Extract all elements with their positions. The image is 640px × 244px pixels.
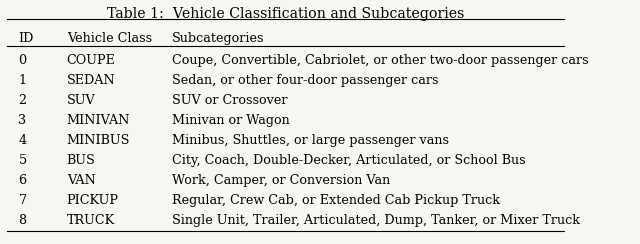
- Text: 1: 1: [19, 74, 26, 87]
- Text: Vehicle Class: Vehicle Class: [67, 32, 152, 45]
- Text: 7: 7: [19, 194, 26, 207]
- Text: Single Unit, Trailer, Articulated, Dump, Tanker, or Mixer Truck: Single Unit, Trailer, Articulated, Dump,…: [172, 214, 580, 227]
- Text: Sedan, or other four-door passenger cars: Sedan, or other four-door passenger cars: [172, 74, 438, 87]
- Text: Regular, Crew Cab, or Extended Cab Pickup Truck: Regular, Crew Cab, or Extended Cab Picku…: [172, 194, 500, 207]
- Text: Minivan or Wagon: Minivan or Wagon: [172, 114, 289, 127]
- Text: 4: 4: [19, 134, 26, 147]
- Text: SUV: SUV: [67, 94, 95, 107]
- Text: Subcategories: Subcategories: [172, 32, 264, 45]
- Text: Table 1:  Vehicle Classification and Subcategories: Table 1: Vehicle Classification and Subc…: [107, 7, 464, 21]
- Text: VAN: VAN: [67, 174, 95, 187]
- Text: 5: 5: [19, 154, 27, 167]
- Text: City, Coach, Double-Decker, Articulated, or School Bus: City, Coach, Double-Decker, Articulated,…: [172, 154, 525, 167]
- Text: PICKUP: PICKUP: [67, 194, 118, 207]
- Text: Work, Camper, or Conversion Van: Work, Camper, or Conversion Van: [172, 174, 390, 187]
- Text: Coupe, Convertible, Cabriolet, or other two-door passenger cars: Coupe, Convertible, Cabriolet, or other …: [172, 54, 588, 67]
- Text: MINIBUS: MINIBUS: [67, 134, 130, 147]
- Text: 2: 2: [19, 94, 26, 107]
- Text: Minibus, Shuttles, or large passenger vans: Minibus, Shuttles, or large passenger va…: [172, 134, 449, 147]
- Text: SUV or Crossover: SUV or Crossover: [172, 94, 287, 107]
- Text: 0: 0: [19, 54, 26, 67]
- Text: BUS: BUS: [67, 154, 95, 167]
- Text: SEDAN: SEDAN: [67, 74, 115, 87]
- Text: 8: 8: [19, 214, 26, 227]
- Text: MINIVAN: MINIVAN: [67, 114, 130, 127]
- Text: 3: 3: [19, 114, 26, 127]
- Text: ID: ID: [19, 32, 34, 45]
- Text: TRUCK: TRUCK: [67, 214, 115, 227]
- Text: COUPE: COUPE: [67, 54, 116, 67]
- Text: 6: 6: [19, 174, 26, 187]
